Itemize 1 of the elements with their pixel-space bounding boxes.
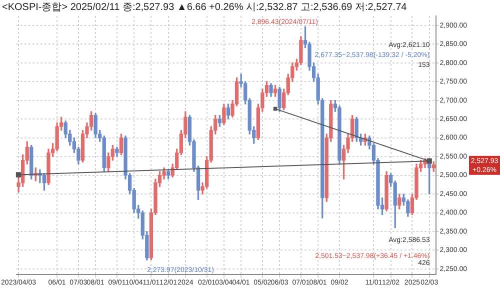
chart-title: <KOSPI-종합> 2025/02/11 종:2,527.93 ▲6.66 +0.26% 시:2,532.87 고:2,536.69 저:2,527.74 <box>2 2 408 13</box>
